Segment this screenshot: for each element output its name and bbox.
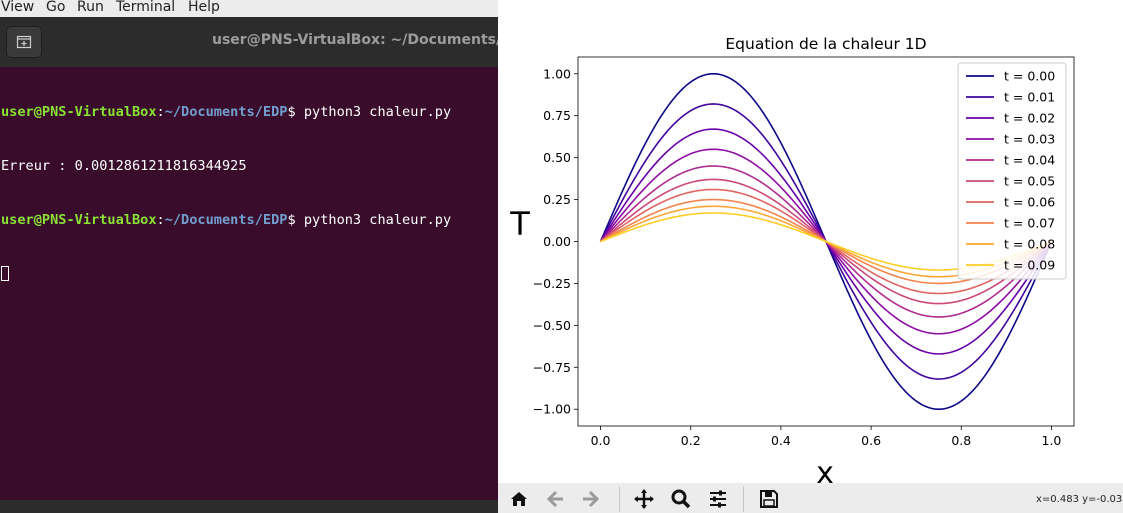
y-tick-label: 0.50 bbox=[543, 150, 571, 165]
x-tick-label: 0.0 bbox=[591, 433, 611, 448]
toolbar-separator bbox=[619, 486, 620, 512]
terminal-titlebar[interactable]: user@PNS-VirtualBox: ~/Documents/EDP bbox=[0, 17, 498, 67]
prompt-user: user@PNS-VirtualBox bbox=[1, 212, 157, 228]
menu-run[interactable]: Run bbox=[77, 0, 104, 15]
terminal-line: user@PNS-VirtualBox:~/Documents/EDP$ pyt… bbox=[1, 103, 498, 121]
navigation-toolbar: x=0.483 y=-0.03 bbox=[498, 483, 1123, 513]
y-tick-label: −0.25 bbox=[533, 276, 571, 291]
y-tick-label: 0.25 bbox=[543, 192, 571, 207]
new-tab-icon bbox=[16, 35, 32, 49]
terminal-line: Erreur : 0.0012861211816344925 bbox=[1, 157, 498, 175]
x-tick-label: 0.8 bbox=[951, 433, 971, 448]
y-tick-label: 1.00 bbox=[543, 66, 571, 81]
toolbar-separator bbox=[743, 486, 744, 512]
save-icon[interactable] bbox=[758, 488, 780, 510]
x-tick-label: 0.2 bbox=[681, 433, 701, 448]
legend-label: t = 0.01 bbox=[1004, 90, 1055, 105]
y-tick-label: −1.00 bbox=[533, 402, 571, 417]
prompt-path: ~/Documents/EDP bbox=[164, 104, 288, 120]
terminal-bottom-edge bbox=[0, 500, 498, 513]
prompt-separator: : bbox=[156, 212, 165, 228]
menu-bar: View Go Run Terminal Help bbox=[0, 0, 500, 17]
terminal-output[interactable]: user@PNS-VirtualBox:~/Documents/EDP$ pyt… bbox=[1, 67, 498, 319]
axis-ticks: 0.0 0.2 0.4 0.6 0.8 1.0 1.00 0.75 0.50 0.25 0.00 −0… bbox=[533, 66, 1062, 448]
legend-label: t = 0.09 bbox=[1004, 258, 1055, 273]
forward-arrow-icon[interactable] bbox=[580, 488, 602, 510]
menu-view[interactable]: View bbox=[1, 0, 35, 15]
x-tick-label: 0.4 bbox=[771, 433, 791, 448]
cursor-coordinates: x=0.483 y=-0.03 bbox=[1036, 494, 1123, 505]
terminal-cursor bbox=[1, 266, 9, 281]
legend-label: t = 0.00 bbox=[1004, 69, 1055, 84]
legend-label: t = 0.07 bbox=[1004, 216, 1055, 231]
y-tick-label: −0.75 bbox=[533, 360, 571, 375]
prompt-user: user@PNS-VirtualBox bbox=[1, 104, 157, 120]
prompt-path: ~/Documents/EDP bbox=[164, 212, 288, 228]
legend-label: t = 0.02 bbox=[1004, 111, 1055, 126]
legend: t = 0.00 t = 0.01 t = 0.02 t = 0.03 t = 0.04… bbox=[957, 62, 1067, 280]
pan-icon[interactable] bbox=[633, 488, 655, 510]
legend-label: t = 0.06 bbox=[1004, 195, 1055, 210]
command-text: python3 chaleur.py bbox=[303, 212, 452, 228]
legend-label: t = 0.03 bbox=[1004, 132, 1055, 147]
new-tab-button[interactable] bbox=[6, 26, 42, 58]
plot-window: Equation de la chaleur 1D T x 0.0 0.2 0.4 0… bbox=[498, 0, 1123, 513]
legend-label: t = 0.08 bbox=[1004, 237, 1055, 252]
legend-label: t = 0.05 bbox=[1004, 174, 1055, 189]
x-axis-label: x bbox=[816, 456, 834, 483]
prompt-separator: : bbox=[156, 104, 165, 120]
menu-help[interactable]: Help bbox=[188, 0, 220, 15]
prompt-dollar: $ bbox=[287, 104, 304, 120]
configure-subplots-icon[interactable] bbox=[707, 488, 729, 510]
y-tick-label: 0.00 bbox=[543, 234, 571, 249]
back-arrow-icon[interactable] bbox=[544, 488, 566, 510]
terminal-title: user@PNS-VirtualBox: ~/Documents/EDP bbox=[212, 32, 498, 48]
legend-label: t = 0.04 bbox=[1004, 153, 1055, 168]
y-axis-label: T bbox=[509, 205, 530, 243]
prompt-dollar: $ bbox=[287, 212, 304, 228]
terminal-line: user@PNS-VirtualBox:~/Documents/EDP$ pyt… bbox=[1, 211, 498, 229]
x-tick-label: 0.6 bbox=[861, 433, 881, 448]
menu-go[interactable]: Go bbox=[46, 0, 66, 15]
chart: Equation de la chaleur 1D T x 0.0 0.2 0.4 0… bbox=[509, 35, 1075, 491]
zoom-icon[interactable] bbox=[670, 488, 692, 510]
command-text: python3 chaleur.py bbox=[303, 104, 452, 120]
menu-terminal[interactable]: Terminal bbox=[116, 0, 176, 15]
x-tick-label: 1.0 bbox=[1042, 433, 1062, 448]
chart-title: Equation de la chaleur 1D bbox=[725, 35, 926, 53]
legend-box bbox=[957, 62, 1067, 280]
terminal-window[interactable]: user@PNS-VirtualBox: ~/Documents/EDP use… bbox=[0, 17, 498, 513]
terminal-line bbox=[1, 265, 498, 283]
home-icon[interactable] bbox=[508, 488, 530, 510]
y-tick-label: −0.50 bbox=[533, 318, 571, 333]
y-tick-label: 0.75 bbox=[543, 108, 571, 123]
output-text: Erreur : 0.0012861211816344925 bbox=[1, 158, 247, 174]
